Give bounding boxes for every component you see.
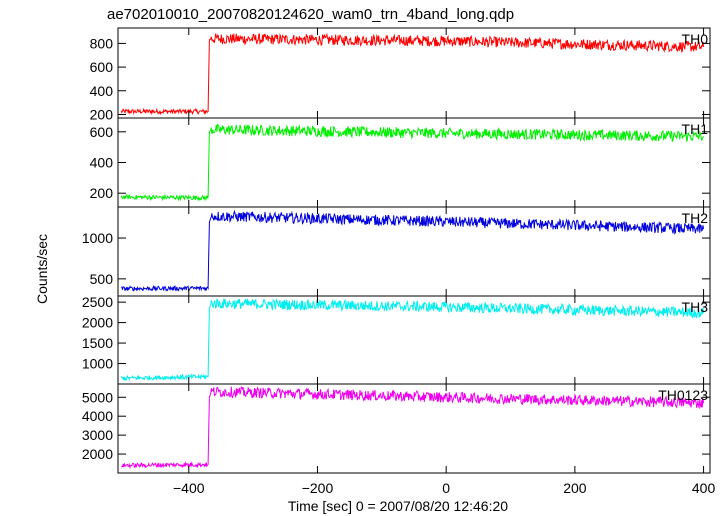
- panel-label-th0: TH0: [682, 31, 709, 47]
- y-tick-label: 200: [90, 106, 114, 122]
- series-line-th1: [120, 123, 705, 202]
- y-tick-label: 2500: [82, 294, 113, 310]
- panel-frame: [117, 383, 711, 474]
- panel-label-th1: TH1: [682, 121, 709, 137]
- y-tick-label: 600: [90, 59, 114, 75]
- panel-th2: 500 1000 TH2: [82, 206, 711, 297]
- panel-th0123: 2000 3000 4000 5000 TH0123: [82, 383, 711, 474]
- x-tick-label: 400: [692, 480, 716, 496]
- x-tick-label: −400: [173, 480, 205, 496]
- panel-label-th2: TH2: [682, 210, 709, 226]
- y-tick-label: 600: [90, 124, 114, 140]
- y-axis-label: Counts/sec: [34, 234, 50, 304]
- x-tick-label: 200: [563, 480, 587, 496]
- panel-th3: 1000 1500 2000 2500 TH3: [82, 294, 711, 385]
- y-tick-label: 1000: [82, 230, 113, 246]
- series-line-th2: [121, 209, 705, 292]
- y-tick-label: 500: [90, 271, 114, 287]
- x-tick-label: −200: [302, 480, 334, 496]
- chart-title: ae702010010_20070820124620_wam0_trn_4ban…: [107, 6, 514, 23]
- series-line-th0: [120, 32, 705, 116]
- panel-th1: 200 400 600 TH1: [90, 117, 711, 208]
- panel-label-th3: TH3: [682, 299, 709, 315]
- y-tick-label: 2000: [82, 446, 113, 462]
- y-tick-label: 1500: [82, 335, 113, 351]
- y-tick-label: 4000: [82, 408, 113, 424]
- panel-th0: 200 400 600 800 TH0: [90, 27, 711, 122]
- panels: 200 400 600 800 TH0 200 400 600 TH1 500 1000 TH2 100…: [82, 27, 711, 474]
- x-axis: −400 −200 0 200 400: [173, 480, 715, 496]
- y-tick-label: 200: [90, 185, 114, 201]
- y-tick-label: 800: [90, 35, 114, 51]
- panel-label-th0123: TH0123: [658, 387, 708, 403]
- series-line-th0123: [121, 385, 705, 470]
- series-line-th3: [120, 298, 705, 382]
- y-tick-label: 3000: [82, 427, 113, 443]
- y-tick-label: 1000: [82, 356, 113, 372]
- y-tick-label: 5000: [82, 389, 113, 405]
- y-tick-label: 400: [90, 155, 114, 171]
- y-tick-label: 2000: [82, 315, 113, 331]
- x-tick-label: 0: [442, 480, 450, 496]
- x-axis-label: Time [sec] 0 = 2007/08/20 12:46:20: [288, 498, 508, 514]
- y-tick-label: 400: [90, 83, 114, 99]
